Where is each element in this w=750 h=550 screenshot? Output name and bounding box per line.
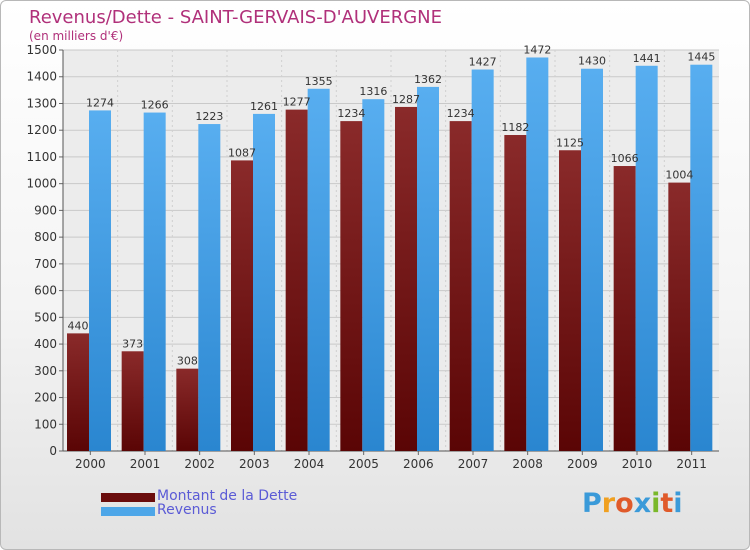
data-label-revenus: 1362 xyxy=(414,73,442,86)
logo-letter: x xyxy=(633,488,652,519)
data-label-revenus: 1355 xyxy=(305,75,333,88)
y-tick-label: 300 xyxy=(34,364,57,378)
legend-swatch-revenus xyxy=(101,507,155,516)
data-label-dette: 1234 xyxy=(447,107,475,120)
data-label-dette: 1125 xyxy=(556,136,584,149)
y-tick-label: 400 xyxy=(34,337,57,351)
chart-title: Revenus/Dette - SAINT-GERVAIS-D'AUVERGNE xyxy=(29,7,442,28)
bar-revenus xyxy=(417,86,439,451)
data-label-dette: 373 xyxy=(122,337,143,350)
bar-dette xyxy=(395,106,417,451)
logo-letter: r xyxy=(601,488,616,519)
data-label-revenus: 1261 xyxy=(250,100,278,113)
bar-revenus xyxy=(526,57,549,452)
data-label-revenus: 1427 xyxy=(469,56,497,69)
legend-label-dette: Montant de la Dette xyxy=(157,488,298,504)
data-label-revenus: 1430 xyxy=(578,55,606,68)
proxiti-logo: Proxiti xyxy=(582,488,683,519)
bar-revenus xyxy=(307,88,330,451)
bar-revenus xyxy=(143,112,166,451)
data-label-revenus: 1266 xyxy=(141,99,169,112)
y-tick-label: 100 xyxy=(34,417,57,431)
y-tick-label: 700 xyxy=(34,257,57,271)
bar-dette xyxy=(285,109,308,452)
y-tick-label: 1200 xyxy=(26,123,57,137)
bar-dette xyxy=(668,182,691,451)
data-label-dette: 1066 xyxy=(611,152,639,165)
logo-letter: o xyxy=(615,488,634,519)
bar-dette xyxy=(231,160,253,451)
bar-revenus xyxy=(471,69,494,452)
data-label-dette: 308 xyxy=(177,355,198,368)
bar-dette xyxy=(504,135,527,451)
bar-revenus xyxy=(89,110,111,452)
legend-swatch-dette xyxy=(101,493,155,502)
bar-revenus xyxy=(690,64,713,451)
x-tick-label: 2004 xyxy=(294,457,325,471)
logo-letter: i xyxy=(651,488,661,519)
data-label-revenus: 1316 xyxy=(359,85,387,98)
chart-subtitle: (en milliers d'€) xyxy=(29,29,124,43)
x-tick-label: 2002 xyxy=(184,457,215,471)
bar-revenus xyxy=(635,65,658,451)
y-tick-label: 600 xyxy=(34,284,57,298)
data-label-dette: 440 xyxy=(68,319,89,332)
data-label-revenus: 1472 xyxy=(523,43,551,56)
bar-revenus xyxy=(253,113,275,451)
data-label-revenus: 1445 xyxy=(687,51,715,64)
data-label-revenus: 1223 xyxy=(195,110,223,123)
bar-dette xyxy=(559,150,581,451)
x-tick-label: 2001 xyxy=(130,457,161,471)
bar-dette xyxy=(121,351,144,451)
y-tick-label: 1300 xyxy=(26,96,57,110)
bar-revenus xyxy=(581,68,603,452)
logo-letter: t xyxy=(660,488,674,519)
x-tick-label: 2009 xyxy=(567,457,598,471)
bar-revenus xyxy=(362,99,385,451)
y-tick-label: 1400 xyxy=(26,70,57,84)
bar-revenus xyxy=(198,124,221,451)
legend-label-revenus: Revenus xyxy=(157,502,217,518)
data-label-dette: 1004 xyxy=(665,169,693,182)
data-label-revenus: 1441 xyxy=(633,52,661,65)
y-tick-label: 500 xyxy=(34,310,57,324)
bar-dette xyxy=(613,166,636,452)
y-tick-label: 1000 xyxy=(26,177,57,191)
x-tick-label: 2006 xyxy=(403,457,434,471)
x-tick-label: 2007 xyxy=(458,457,489,471)
y-tick-label: 200 xyxy=(34,391,57,405)
y-tick-label: 1500 xyxy=(26,43,57,57)
bar-dette xyxy=(340,121,363,452)
data-label-dette: 1087 xyxy=(228,146,256,159)
logo-letter: i xyxy=(673,488,683,519)
bar-dette xyxy=(67,333,89,451)
x-tick-label: 2005 xyxy=(348,457,379,471)
logo-letter: P xyxy=(582,488,602,519)
x-tick-label: 2008 xyxy=(512,457,543,471)
data-label-revenus: 1274 xyxy=(86,96,114,109)
y-tick-label: 1100 xyxy=(26,150,57,164)
data-label-dette: 1287 xyxy=(392,93,420,106)
data-label-dette: 1182 xyxy=(501,121,529,134)
bar-dette xyxy=(176,368,199,451)
x-tick-label: 2010 xyxy=(622,457,653,471)
bar-dette xyxy=(449,121,472,452)
x-tick-label: 2011 xyxy=(676,457,707,471)
x-tick-label: 2000 xyxy=(75,457,106,471)
data-label-dette: 1234 xyxy=(337,107,365,120)
y-tick-label: 0 xyxy=(49,444,57,458)
y-tick-label: 900 xyxy=(34,203,57,217)
x-tick-label: 2003 xyxy=(239,457,270,471)
y-tick-label: 800 xyxy=(34,230,57,244)
data-label-dette: 1277 xyxy=(283,96,311,109)
